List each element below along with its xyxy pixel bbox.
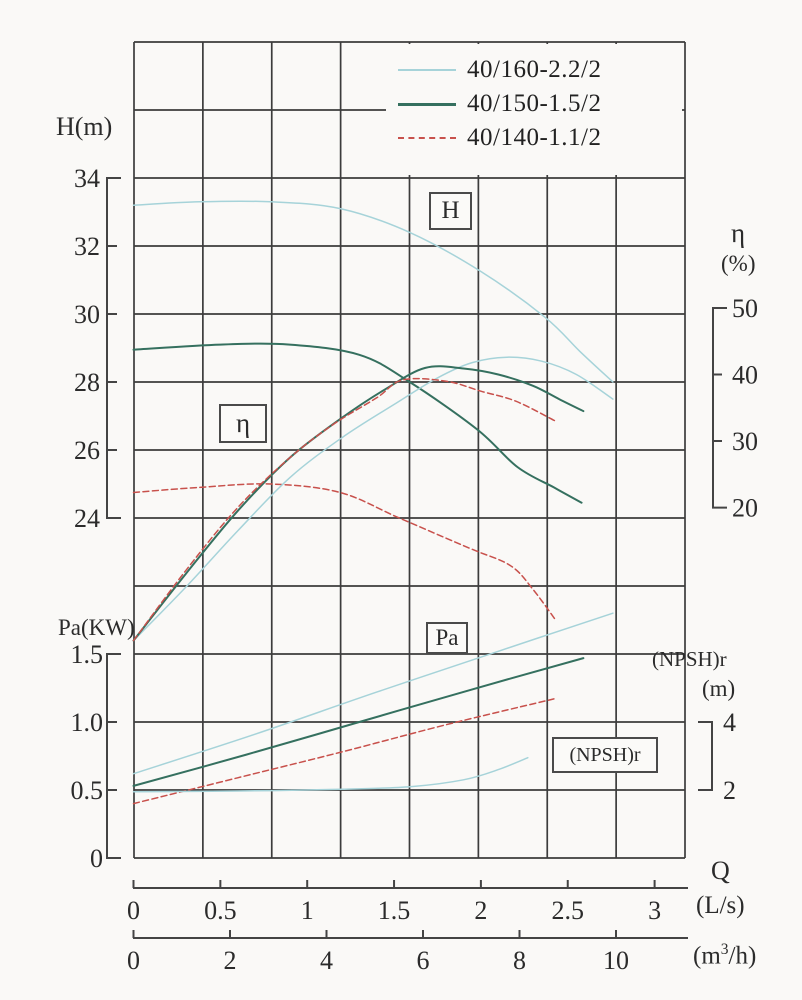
legend-label: 40/150-1.5/2 <box>467 90 602 117</box>
head-axis-bracket <box>106 177 121 519</box>
power-tick-0: 0 <box>90 844 103 873</box>
npshr-curve-label-box: (NPSH)r <box>552 737 658 773</box>
npshr-tick-2: 2 <box>723 776 736 805</box>
legend-item-40-150: 40/150-1.5/2 <box>386 87 682 121</box>
flow-ls-tick-0.5: 0.5 <box>204 896 237 925</box>
legend-label: 40/140-1.1/2 <box>467 124 602 151</box>
npshr-axis-bracket <box>698 721 713 791</box>
npshr-axis-title: (NPSH)r <box>652 647 727 671</box>
curve-eta-40/140-1.1/2 <box>132 377 557 642</box>
curve-Pa-40/160-2.2/2 <box>132 612 614 775</box>
legend-label: 40/160-2.2/2 <box>467 56 602 83</box>
pa-curve-label-box: Pa <box>426 622 468 654</box>
power-tick-0.5: 0.5 <box>71 776 104 805</box>
legend-line-green <box>398 102 456 106</box>
power-axis-title: Pa(KW) <box>58 615 135 640</box>
flow-m3h-tick-0: 0 <box>127 946 140 975</box>
power-tick-1.5: 1.5 <box>71 640 104 669</box>
flow-ls-tick-1: 1 <box>301 896 314 925</box>
efficiency-tick-30: 30 <box>732 427 758 456</box>
head-tick-24: 24 <box>74 504 100 533</box>
curve-eta-40/160-2.2/2 <box>132 356 614 642</box>
h-curve-label-box: H <box>429 192 472 230</box>
flow-axis-unit-ls: (L/s) <box>696 892 745 919</box>
flow-ls-tick-3: 3 <box>648 896 661 925</box>
flow-m3h-tick-10: 10 <box>603 946 629 975</box>
flow-m3h-tick-2: 2 <box>224 946 237 975</box>
curve-Pa-40/150-1.5/2 <box>132 657 585 787</box>
m3h-superscript: 3 <box>720 941 729 958</box>
legend-line-red <box>398 137 456 139</box>
efficiency-tick-20: 20 <box>732 494 758 523</box>
power-tick-1.0: 1.0 <box>71 708 104 737</box>
head-tick-32: 32 <box>74 232 100 261</box>
legend: 40/160-2.2/2 40/150-1.5/2 40/140-1.1/2 <box>386 44 682 175</box>
legend-line-cyan <box>398 69 456 71</box>
eta-curve-label-box: η <box>219 404 267 443</box>
efficiency-tick-50: 50 <box>732 294 758 323</box>
efficiency-axis-bracket <box>712 307 727 509</box>
efficiency-axis-title: η <box>731 218 746 248</box>
flow-ls-tick-2.5: 2.5 <box>552 896 585 925</box>
flow-m3h-tick-6: 6 <box>417 946 430 975</box>
flow-ls-tick-1.5: 1.5 <box>378 896 411 925</box>
head-axis-title: H(m) <box>56 112 113 141</box>
curve-NPSHr-40/160-2.2/2 <box>132 756 529 793</box>
efficiency-axis-unit: (%) <box>721 251 756 276</box>
legend-item-40-160: 40/160-2.2/2 <box>386 53 682 87</box>
flow-axis-unit-m3h: (m3/h) <box>693 941 756 970</box>
curve-H-40/140-1.1/2 <box>132 483 557 621</box>
head-tick-26: 26 <box>74 436 100 465</box>
efficiency-tick-40: 40 <box>732 361 758 390</box>
legend-item-40-140: 40/140-1.1/2 <box>386 121 682 155</box>
head-tick-34: 34 <box>74 164 100 193</box>
curve-Pa-40/140-1.1/2 <box>132 698 555 805</box>
head-tick-28: 28 <box>74 368 100 397</box>
flow-ls-tick-0: 0 <box>127 896 140 925</box>
flow-m3h-tick-8: 8 <box>513 946 526 975</box>
npshr-axis-unit: (m) <box>702 676 736 701</box>
npshr-tick-4: 4 <box>723 708 736 737</box>
curve-H-40/160-2.2/2 <box>132 200 614 383</box>
curve-eta-40/150-1.5/2 <box>132 365 585 642</box>
m3h-suffix: /h) <box>728 942 757 970</box>
flow-m3h-tick-4: 4 <box>320 946 333 975</box>
head-tick-30: 30 <box>74 300 100 329</box>
flow-axis-title: Q <box>711 856 730 885</box>
flow-scale-m3h <box>132 930 688 939</box>
flow-ls-tick-2: 2 <box>474 896 487 925</box>
curve-H-40/150-1.5/2 <box>132 342 583 504</box>
m3h-prefix: (m <box>693 942 721 970</box>
power-axis-bracket <box>106 653 121 859</box>
flow-scale-ls <box>132 880 688 889</box>
